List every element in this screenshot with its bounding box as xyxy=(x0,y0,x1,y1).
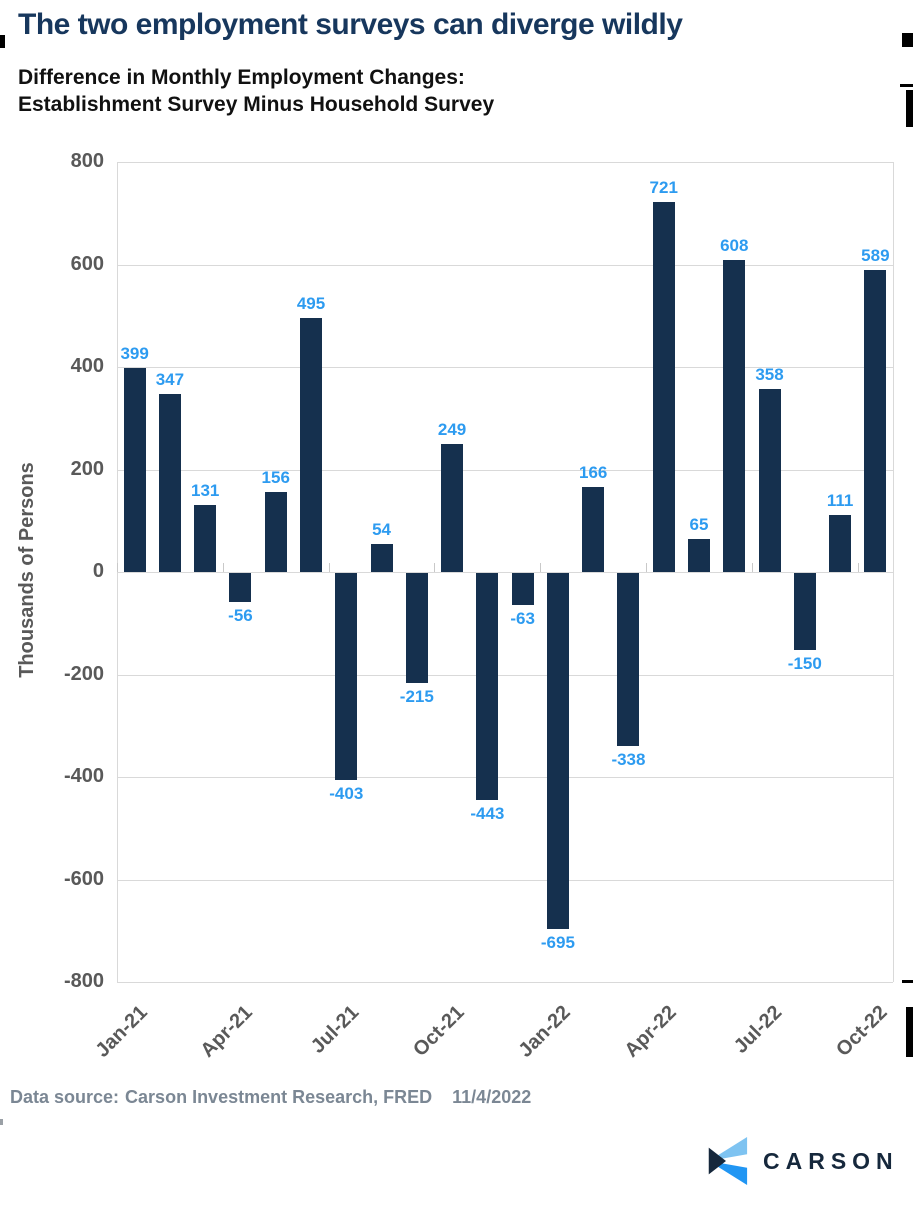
bar-value-label: -215 xyxy=(399,687,434,707)
y-tick-label: 200 xyxy=(70,457,104,480)
bar-Dec-21 xyxy=(511,573,534,606)
bar-Aug-21 xyxy=(370,544,393,572)
bar-value-label: 721 xyxy=(649,178,678,198)
bar-Oct-21 xyxy=(441,444,464,572)
y-tick-label: -400 xyxy=(63,765,104,787)
carson-logo-icon xyxy=(708,1137,748,1185)
clipped-edge-mark-left-footer xyxy=(0,1119,3,1125)
gridline--400 xyxy=(117,777,893,778)
bar-May-22 xyxy=(688,538,710,572)
plot-border-left xyxy=(117,162,118,982)
bar-value-label: 358 xyxy=(755,364,784,384)
bar-value-label: 495 xyxy=(296,294,326,314)
bar-value-label: -403 xyxy=(329,783,364,803)
bar-value-label: 131 xyxy=(190,480,220,500)
y-tick-label: 400 xyxy=(70,355,104,377)
x-axis-label-Oct-22: Oct-22 xyxy=(725,998,893,1061)
gridline-200 xyxy=(117,469,893,471)
data-source-date: 11/4/2022 xyxy=(452,1087,532,1107)
carson-logo-text: CARSON xyxy=(763,1147,899,1174)
bar-Aug-22 xyxy=(793,573,816,650)
clipped-edge-mark-right-bar-bottom xyxy=(906,1007,913,1057)
bar-Nov-21 xyxy=(476,573,499,801)
clipped-edge-mark-right-bar-top xyxy=(906,90,913,127)
bar-Sep-21 xyxy=(405,573,428,684)
bar-value-label: -338 xyxy=(611,750,646,770)
bar-value-label: 589 xyxy=(861,246,890,266)
bar-Jun-21 xyxy=(300,318,322,572)
bar-value-label: -150 xyxy=(787,653,822,673)
bar-Mar-21 xyxy=(194,504,217,572)
data-source-label: Data source: xyxy=(10,1087,120,1107)
bar-value-label: -443 xyxy=(470,804,505,824)
data-source-value: Carson Investment Research, FRED xyxy=(125,1087,433,1107)
bar-value-label: 347 xyxy=(155,370,185,390)
chart-subtitle-line-2: Establishment Survey Minus Household Sur… xyxy=(18,93,495,116)
bar-value-label: 111 xyxy=(826,491,854,511)
y-tick-label: -800 xyxy=(63,970,104,992)
bar-value-label: 156 xyxy=(261,468,290,488)
y-tick-label: 600 xyxy=(70,252,104,275)
bar-value-label: -63 xyxy=(510,609,535,629)
y-tick-label: -200 xyxy=(63,662,104,685)
x-axis-tick xyxy=(328,563,330,572)
bar-Apr-21 xyxy=(229,573,252,602)
gridline--600 xyxy=(117,879,893,881)
x-axis-tick xyxy=(222,563,224,572)
x-axis-tick xyxy=(646,563,648,572)
y-tick-label: 0 xyxy=(92,560,104,582)
gridline--800 xyxy=(117,982,893,983)
x-axis-tick xyxy=(434,563,436,572)
gridline-800 xyxy=(117,162,893,163)
bar-Jul-21 xyxy=(335,573,358,780)
bar-value-label: 249 xyxy=(437,420,467,440)
bar-value-label: -56 xyxy=(228,605,253,625)
x-axis-tick xyxy=(857,563,859,572)
gridline--200 xyxy=(117,674,893,676)
gridline-600 xyxy=(117,264,893,266)
bar-value-label: 166 xyxy=(578,462,608,482)
bar-Apr-22 xyxy=(652,202,675,572)
carson-logo: CARSON xyxy=(703,1131,899,1191)
clipped-edge-mark-right-line-top xyxy=(900,84,913,87)
bar-value-label: 54 xyxy=(372,520,391,540)
bar-Sep-22 xyxy=(829,515,852,572)
chart-subtitle-line-1: Difference in Monthly Employment Changes… xyxy=(18,66,465,89)
bar-Jun-22 xyxy=(723,260,746,572)
data-source-note: Data source: Carson Investment Research, … xyxy=(10,1087,531,1108)
page-title: The two employment surveys can diverge w… xyxy=(18,8,683,41)
bar-Mar-22 xyxy=(617,573,640,747)
bar-Jan-22 xyxy=(546,573,569,930)
bar-May-21 xyxy=(264,492,287,572)
x-axis-label-text: Oct-22 xyxy=(832,1001,893,1061)
x-axis-tick xyxy=(540,563,542,572)
bar-Feb-21 xyxy=(158,394,181,572)
gridline-0 xyxy=(117,572,893,573)
y-tick-label: 800 xyxy=(70,150,104,172)
bar-value-label: -695 xyxy=(540,933,575,953)
bar-Jan-21 xyxy=(123,367,146,572)
bar-Oct-22 xyxy=(864,270,887,572)
bar-Feb-22 xyxy=(582,486,605,572)
gridline-400 xyxy=(117,367,893,368)
bar-Jul-22 xyxy=(758,388,781,572)
y-tick-label: -600 xyxy=(63,867,104,890)
bar-value-label: 399 xyxy=(120,343,149,363)
plot-border-right xyxy=(893,162,894,982)
clipped-edge-mark-left-top xyxy=(0,35,5,48)
clipped-edge-mark-right-square xyxy=(902,33,913,47)
bar-value-label: 608 xyxy=(720,236,749,256)
x-axis-tick xyxy=(117,563,118,572)
clipped-edge-mark-right-line-bottom xyxy=(902,980,913,983)
bar-value-label: 65 xyxy=(689,514,709,534)
x-axis-tick xyxy=(751,563,753,572)
